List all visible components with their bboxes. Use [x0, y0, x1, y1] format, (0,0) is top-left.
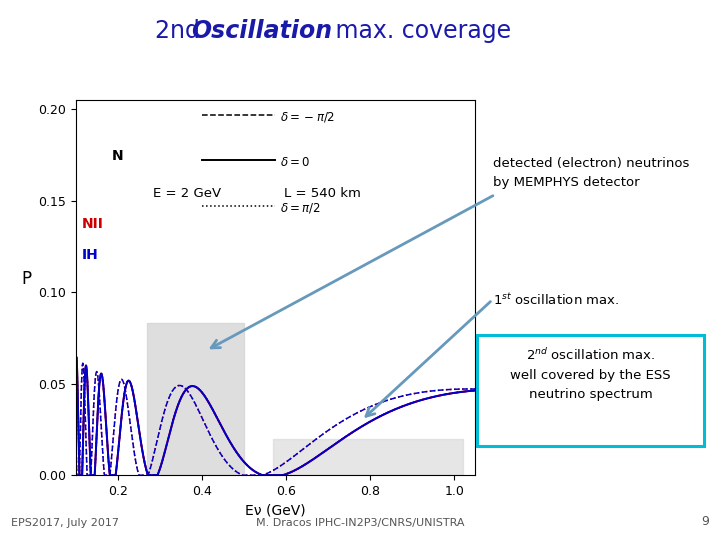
Text: L = 540 km: L = 540 km [284, 187, 361, 200]
Text: detected (electron) neutrinos
by MEMPHYS detector: detected (electron) neutrinos by MEMPHYS… [493, 157, 690, 189]
Text: $\delta=0$: $\delta=0$ [279, 156, 310, 169]
Text: M. Dracos IPHC-IN2P3/CNRS/UNISTRA: M. Dracos IPHC-IN2P3/CNRS/UNISTRA [256, 518, 464, 528]
Text: EPS2017, July 2017: EPS2017, July 2017 [11, 518, 119, 528]
Y-axis label: P: P [22, 269, 32, 287]
Text: 2$^{nd}$ oscillation max.
well covered by the ESS
neutrino spectrum: 2$^{nd}$ oscillation max. well covered b… [510, 347, 671, 401]
Text: $\delta=-\pi/2$: $\delta=-\pi/2$ [279, 110, 335, 124]
X-axis label: Eν (GeV): Eν (GeV) [245, 503, 306, 517]
Text: 9: 9 [701, 515, 709, 528]
Text: IH: IH [82, 248, 99, 262]
Text: N: N [112, 150, 123, 163]
Text: $\delta=\pi/2$: $\delta=\pi/2$ [279, 201, 320, 215]
Text: E = 2 GeV: E = 2 GeV [153, 187, 222, 200]
Text: 2nd: 2nd [155, 19, 207, 43]
Text: NII: NII [82, 217, 104, 231]
Text: 1$^{st}$ oscillation max.: 1$^{st}$ oscillation max. [493, 292, 619, 307]
Text: Oscillation: Oscillation [191, 19, 332, 43]
Text: max. coverage: max. coverage [328, 19, 510, 43]
